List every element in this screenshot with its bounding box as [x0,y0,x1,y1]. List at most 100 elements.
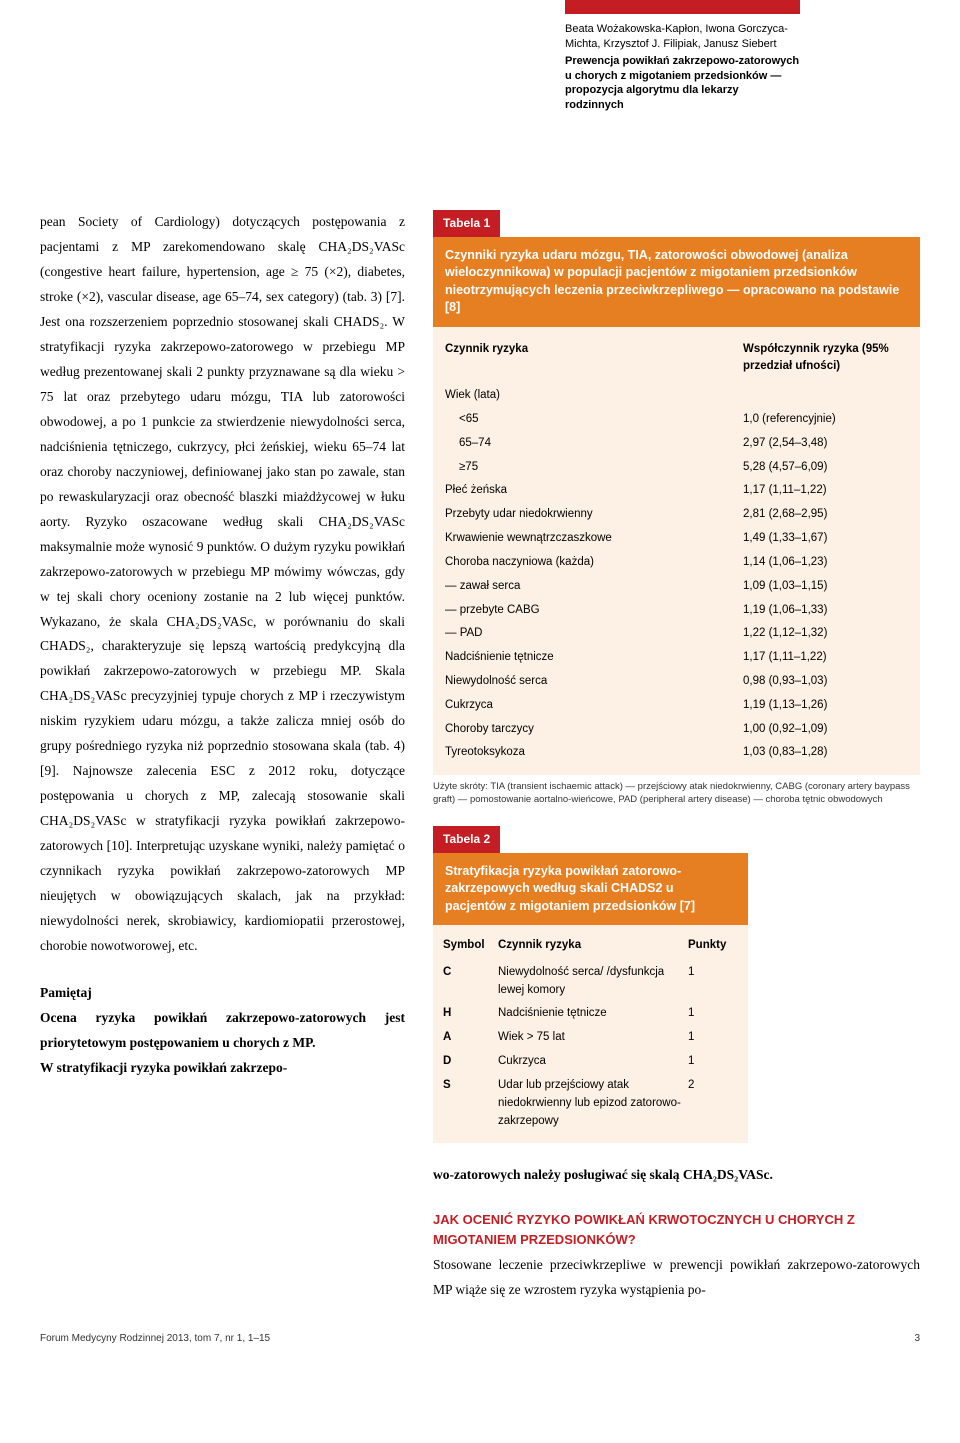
table-cell: Nadciśnienie tętnicze [445,649,743,667]
table-1-col2-header: Współczynnik ryzyka (95% przedział ufnoś… [743,341,908,377]
table-cell: 0,98 (0,93–1,03) [743,673,908,691]
table-2-header: Stratyfikacja ryzyka powikłań zatorowo-z… [433,853,748,926]
table-cell: Nadciśnienie tętnicze [498,1005,688,1023]
table-row: Tyreotoksykoza1,03 (0,83–1,28) [445,741,908,765]
table-cell: 1,14 (1,06–1,23) [743,554,908,572]
table-cell: 1,17 (1,11–1,22) [743,482,908,500]
remember-title: Pamiętaj [40,981,405,1006]
table-1-col1-header: Czynnik ryzyka [445,341,743,377]
table-row: Cukrzyca1,19 (1,13–1,26) [445,694,908,718]
header-authors: Beata Wożakowska-Kapłon, Iwona Gorczyca-… [565,22,800,52]
header-title: Prewencja powikłań zakrzepowo-zatorowych… [565,54,800,113]
table-row: Krwawienie wewnątrzczaszkowe1,49 (1,33–1… [445,527,908,551]
table-1-label: Tabela 1 [433,210,500,237]
table-2-label: Tabela 2 [433,826,500,853]
table-2: Tabela 2 Stratyfikacja ryzyka powikłań z… [433,826,748,1143]
table-cell: 2,97 (2,54–3,48) [743,435,908,453]
table-cell: — PAD [445,625,743,643]
table-2-column-headers: Symbol Czynnik ryzyka Punkty [443,931,738,961]
table-2-col2-header: Czynnik ryzyka [498,937,688,955]
table-row: — przebyte CABG1,19 (1,06–1,33) [445,599,908,623]
table-cell: S [443,1077,498,1130]
table-cell: Cukrzyca [498,1053,688,1071]
table-cell: 1,49 (1,33–1,67) [743,530,908,548]
table-cell: Wiek (lata) [445,387,743,405]
table-1-body: Czynnik ryzyka Współczynnik ryzyka (95% … [433,327,920,776]
table-cell: 1 [688,1029,738,1047]
continuation-text: wo-zatorowych należy posługiwać się skal… [433,1163,920,1188]
table-cell: 1 [688,1053,738,1071]
table-row: HNadciśnienie tętnicze1 [443,1002,738,1026]
table-1-footnote: Użyte skróty: TIA (transient ischaemic a… [433,781,920,806]
page: Beata Wożakowska-Kapłon, Iwona Gorczyca-… [0,0,960,1364]
section-body: Stosowane leczenie przeciwkrzepliwe w pr… [433,1253,920,1303]
table-cell: 1 [688,1005,738,1023]
header-red-bar [565,0,800,14]
table-row: — zawał serca1,09 (1,03–1,15) [445,575,908,599]
remember-box: Pamiętaj Ocena ryzyka powikłań zakrzepow… [40,981,405,1081]
table-cell: Cukrzyca [445,697,743,715]
table-row: <651,0 (referencyjnie) [445,408,908,432]
table-2-col3-header: Punkty [688,937,738,955]
table-cell: — zawał serca [445,578,743,596]
table-cell: 2,81 (2,68–2,95) [743,506,908,524]
table-cell: Choroba naczyniowa (każda) [445,554,743,572]
table-1: Tabela 1 Czynniki ryzyka udaru mózgu, TI… [433,210,920,806]
table-row: SUdar lub przejściowy atak niedokrwienny… [443,1074,738,1133]
table-cell [743,387,908,405]
table-cell: Udar lub przejściowy atak niedokrwienny … [498,1077,688,1130]
table-cell: ≥75 [445,459,743,477]
table-cell: Choroby tarczycy [445,721,743,739]
table-cell: 2 [688,1077,738,1130]
table-cell: 1,09 (1,03–1,15) [743,578,908,596]
table-cell: Tyreotoksykoza [445,744,743,762]
table-row: Choroby tarczycy1,00 (0,92–1,09) [445,718,908,742]
table-row: Nadciśnienie tętnicze1,17 (1,11–1,22) [445,646,908,670]
remember-body: Ocena ryzyka powikłań zakrzepowo-zatorow… [40,1006,405,1081]
table-cell: H [443,1005,498,1023]
table-row: Przebyty udar niedokrwienny2,81 (2,68–2,… [445,503,908,527]
table-row: Wiek (lata) [445,384,908,408]
footer-page-number: 3 [914,1333,920,1344]
table-cell: 1,17 (1,11–1,22) [743,649,908,667]
left-column: pean Society of Cardiology) dotyczących … [40,210,405,1303]
table-cell: Wiek > 75 lat [498,1029,688,1047]
table-row: Choroba naczyniowa (każda)1,14 (1,06–1,2… [445,551,908,575]
body-paragraph: pean Society of Cardiology) dotyczących … [40,210,405,959]
two-column-layout: pean Society of Cardiology) dotyczących … [40,210,920,1303]
table-cell: <65 [445,411,743,429]
table-cell: A [443,1029,498,1047]
table-row: 65–742,97 (2,54–3,48) [445,432,908,456]
table-cell: Płeć żeńska [445,482,743,500]
table-cell: Przebyty udar niedokrwienny [445,506,743,524]
table-cell: 1,19 (1,06–1,33) [743,602,908,620]
table-row: CNiewydolność serca/ /dysfunkcja lewej k… [443,961,738,1003]
table-row: — PAD1,22 (1,12–1,32) [445,622,908,646]
table-cell: 1,03 (0,83–1,28) [743,744,908,762]
table-row: Niewydolność serca0,98 (0,93–1,03) [445,670,908,694]
table-cell: 65–74 [445,435,743,453]
footer-journal: Forum Medycyny Rodzinnej 2013, tom 7, nr… [40,1333,270,1344]
section-heading: JAK OCENIĆ RYZYKO POWIKŁAŃ KRWOTOCZNYCH … [433,1210,920,1249]
table-cell: 1,19 (1,13–1,26) [743,697,908,715]
table-cell: — przebyte CABG [445,602,743,620]
table-cell: 5,28 (4,57–6,09) [743,459,908,477]
right-column: Tabela 1 Czynniki ryzyka udaru mózgu, TI… [433,210,920,1303]
article-header: Beata Wożakowska-Kapłon, Iwona Gorczyca-… [565,22,800,113]
table-1-column-headers: Czynnik ryzyka Współczynnik ryzyka (95% … [445,335,908,385]
table-cell: 1,00 (0,92–1,09) [743,721,908,739]
table-cell: 1 [688,964,738,1000]
table-2-body: Symbol Czynnik ryzyka Punkty CNiewydolno… [433,925,748,1143]
table-cell: D [443,1053,498,1071]
table-cell: 1,0 (referencyjnie) [743,411,908,429]
continuation-bold: wo-zatorowych należy posługiwać się skal… [433,1167,773,1182]
table-2-col1-header: Symbol [443,937,498,955]
table-row: DCukrzyca1 [443,1050,738,1074]
table-row: Płeć żeńska1,17 (1,11–1,22) [445,479,908,503]
table-cell: Niewydolność serca [445,673,743,691]
table-cell: C [443,964,498,1000]
table-row: AWiek > 75 lat1 [443,1026,738,1050]
table-cell: Krwawienie wewnątrzczaszkowe [445,530,743,548]
table-cell: Niewydolność serca/ /dysfunkcja lewej ko… [498,964,688,1000]
table-cell: 1,22 (1,12–1,32) [743,625,908,643]
